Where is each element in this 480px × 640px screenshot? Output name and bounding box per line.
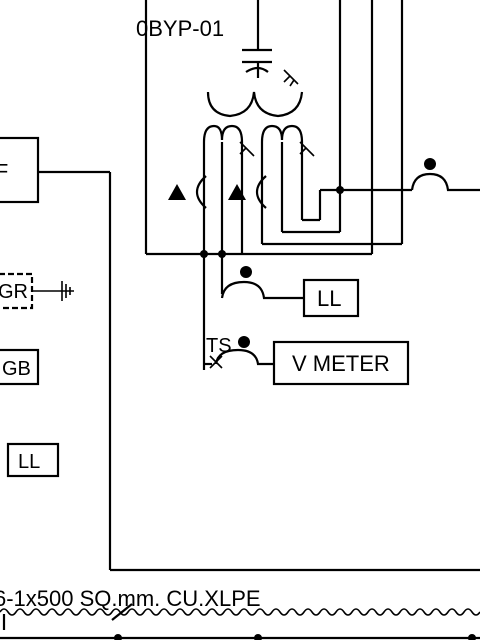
cable-wave — [0, 608, 480, 616]
ground-icon — [32, 281, 74, 301]
ct-polarity-mark-1 — [283, 69, 299, 87]
gr-box — [0, 272, 34, 310]
relay-bulb-center — [240, 266, 252, 278]
junction-dot — [114, 634, 122, 640]
triangle-marker-right — [228, 184, 246, 200]
cable-spec-label: 6-1x500 SQ.mm. CU.XLPE — [0, 586, 261, 611]
relay-coil-right — [410, 172, 480, 192]
relay-coil-center — [220, 280, 304, 300]
vt-coil-right — [255, 175, 267, 209]
ct-coil-group-left — [202, 124, 244, 143]
gb-box-label: GB — [2, 358, 31, 380]
relay-coil-meter — [214, 348, 274, 366]
cable-slash — [111, 603, 133, 621]
junction-dot — [336, 186, 344, 194]
ll-box-left-label: LL — [18, 451, 40, 473]
f-box — [0, 136, 40, 204]
transformer-coil — [206, 91, 304, 118]
ll-box-center — [302, 278, 360, 318]
ts-label: TS — [206, 335, 232, 357]
junction-dot — [254, 634, 262, 640]
triangle-marker-left — [168, 184, 186, 200]
ll-box-center-label: LL — [317, 286, 341, 311]
f-box-label: F — [0, 161, 8, 183]
gb-box — [0, 348, 40, 386]
relay-bulb-meter — [238, 336, 250, 348]
breaker-tag: 0BYP-01 — [136, 16, 224, 41]
v-meter-label: V METER — [292, 351, 390, 376]
junction-dot — [468, 634, 476, 640]
ll-box-left — [6, 442, 60, 478]
ct-coil-group-right — [260, 124, 304, 143]
relay-bulb-right — [424, 158, 436, 170]
junction-dot — [200, 250, 208, 258]
junction-dot — [218, 250, 226, 258]
breaker-hook — [245, 66, 269, 73]
gr-box-label: GR — [0, 281, 28, 303]
v-meter-box — [272, 340, 410, 386]
